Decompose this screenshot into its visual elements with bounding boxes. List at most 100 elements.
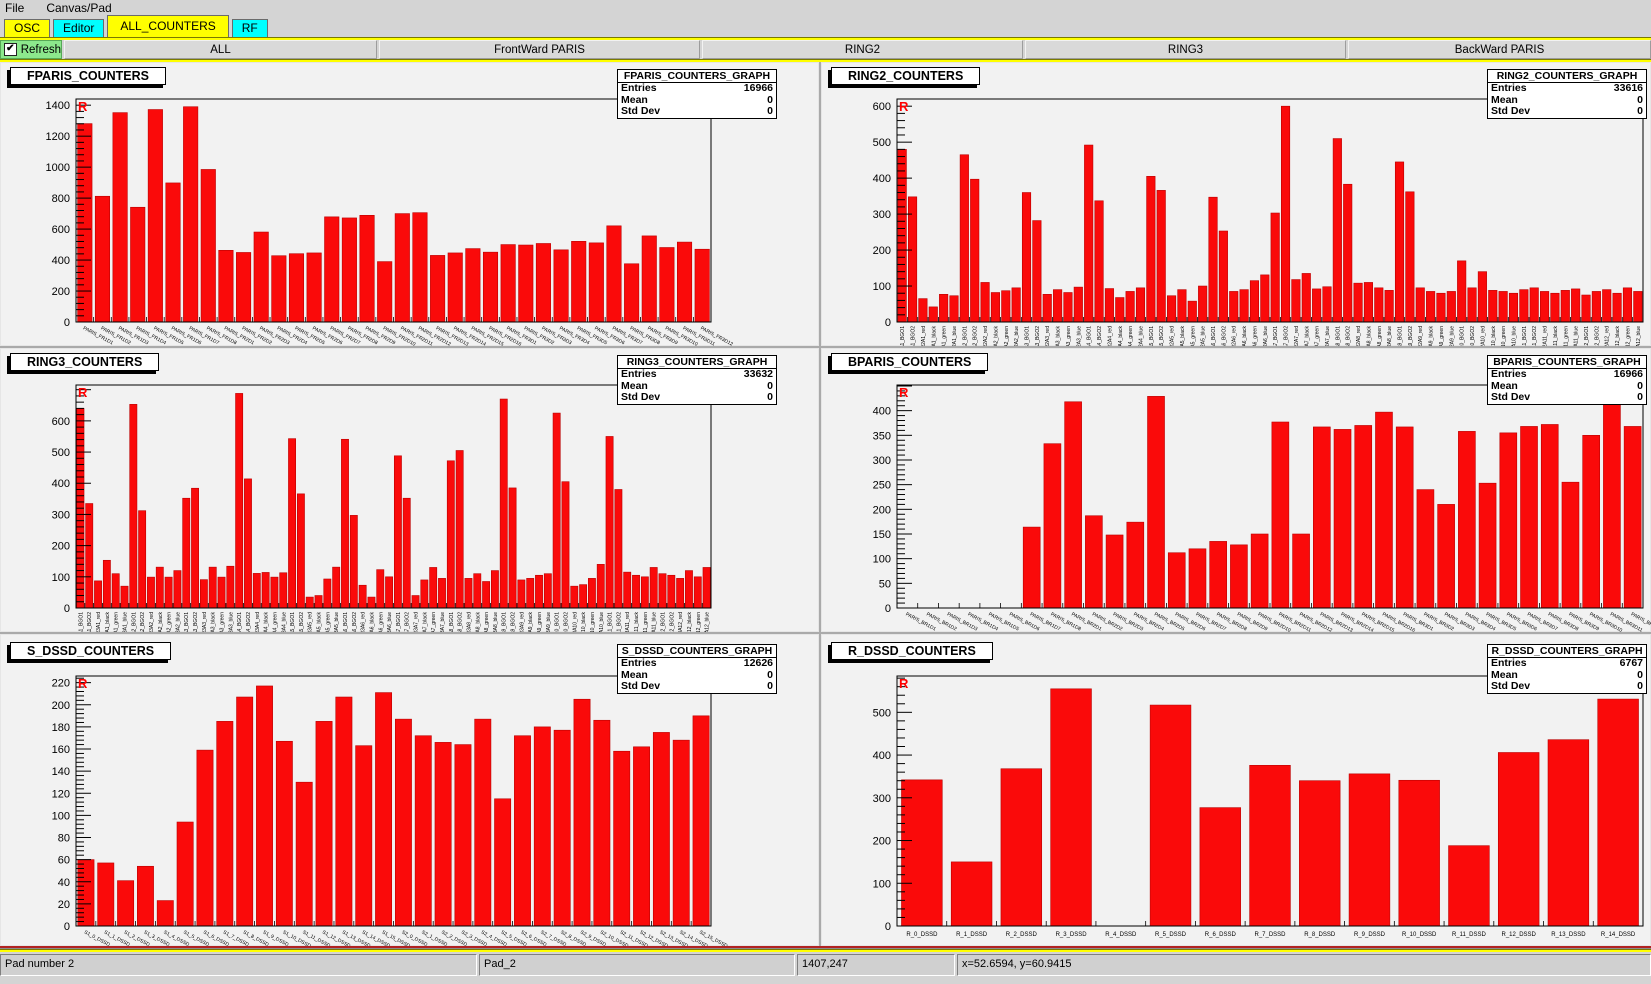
histogram-s_dssd[interactable]: 020406080100120140160180200220S1_0_DSSDS… <box>0 634 819 946</box>
pad-r_dssd[interactable]: 0 100 200 300 400 500 R_0_DSSD R_1_DSSD R_2_DSSD… <box>821 634 1651 946</box>
bar <box>1353 282 1363 323</box>
stats-entries: Entries 16966 <box>621 82 773 94</box>
bar <box>1167 295 1177 323</box>
pad-fparis[interactable]: 0 200 400 600 800 1000 1200 1400 PARIS_FR1D1 PARI… <box>0 62 819 346</box>
bar <box>1230 544 1248 609</box>
histogram-title[interactable]: BPARIS_COUNTERS <box>831 353 989 371</box>
bar <box>1146 176 1156 323</box>
menu-file[interactable]: File <box>5 1 25 15</box>
stats-box[interactable]: RING3_COUNTERS_GRAPH Entries 33632 Mean 0 Std… <box>617 355 777 405</box>
refresh-checkbox[interactable]: ✔ <box>4 43 17 56</box>
bar <box>1229 291 1239 323</box>
stats-box[interactable]: FPARIS_COUNTERS_GRAPH Entries 16966 Mean 0 St… <box>617 69 777 119</box>
x-label: R2A1_black <box>931 326 937 346</box>
bar <box>355 745 373 927</box>
x-label: R3A10_blue <box>599 612 605 632</box>
button-ring3[interactable]: RING3 <box>1025 40 1346 59</box>
bar <box>1561 481 1580 609</box>
y-tick-label: 300 <box>873 793 891 805</box>
x-label: R3A3_black <box>211 612 217 632</box>
histogram-title[interactable]: FPARIS_COUNTERS <box>10 67 167 85</box>
stats-entries: Entries 6767 <box>1491 657 1643 669</box>
x-label: R_0_DSSD <box>906 932 938 938</box>
bar <box>552 412 561 609</box>
pad-ring3[interactable]: 0 100 200 300 400 500 600 R3A1_BGO1 R3A1_BGO2 R3A… <box>0 348 819 632</box>
histogram-title[interactable]: R_DSSD_COUNTERS <box>831 642 993 660</box>
histogram-title[interactable]: RING3_COUNTERS <box>10 353 160 371</box>
histogram-r_dssd[interactable]: 0 100 200 300 400 500 R_0_DSSD R_1_DSSD R_2_DSSD… <box>821 634 1651 946</box>
bar <box>573 698 591 927</box>
stats-box[interactable]: R_DSSD_COUNTERS_GRAPH Entries 6767 Mean 0 Std… <box>1487 644 1647 694</box>
bar <box>1395 426 1414 609</box>
x-label: R2A9_blue <box>1449 326 1455 346</box>
bar <box>464 578 473 609</box>
stats-box[interactable]: RING2_COUNTERS_GRAPH Entries 33616 Mean 0 Std… <box>1487 69 1647 119</box>
bar <box>279 572 288 609</box>
stats-box[interactable]: S_DSSD_COUNTERS_GRAPH Entries 12626 Mean 0 St… <box>617 644 777 694</box>
refresh-toggle[interactable]: ✔ Refresh <box>0 40 62 59</box>
button-all[interactable]: ALL <box>64 40 377 59</box>
histogram-fparis[interactable]: 0200400600800100012001400PARIS_FR1D1PARI… <box>0 62 819 346</box>
x-label: R3A2_red <box>149 612 155 632</box>
bar <box>508 487 517 609</box>
root-canvas[interactable]: 0 200 400 600 800 1000 1200 1400 PARIS_FR1D1 PARI… <box>0 62 1651 946</box>
bar <box>1291 279 1301 323</box>
separator-red-bottom <box>0 946 1651 948</box>
x-label: R2A12_BGO2 <box>1594 326 1600 346</box>
status-pad-number: Pad number 2 <box>0 954 477 976</box>
bar <box>176 821 194 927</box>
x-label: R_2_DSSD <box>1006 932 1038 938</box>
tab-all-counters[interactable]: ALL_COUNTERS <box>107 15 229 37</box>
status-pixel-coords: 1407,247 <box>797 954 955 976</box>
button-frontward-paris[interactable]: FrontWard PARIS <box>379 40 700 59</box>
x-label: R3A1_red <box>96 612 102 632</box>
bar <box>111 573 120 609</box>
button-backward-paris[interactable]: BackWard PARIS <box>1348 40 1651 59</box>
y-tick-label: 200 <box>873 504 891 516</box>
bar <box>94 580 102 609</box>
x-label: R2A3_black <box>1056 326 1062 346</box>
pad-bparis[interactable]: 0 50 100 150 200 250 300 350 400 PARIS_BR1D1 PARIS… <box>821 348 1651 632</box>
tab-rf[interactable]: RF <box>231 19 268 37</box>
bar <box>1000 768 1043 927</box>
stats-title: BPARIS_COUNTERS_GRAPH <box>1488 356 1646 369</box>
bar <box>633 746 650 927</box>
bar <box>315 721 333 927</box>
pad-s_dssd[interactable]: 0 20 40 60 80 100 120 140 160 180 200 220 S1_0_DSSD S… <box>0 634 819 946</box>
x-label: R3A3_blue <box>228 612 234 632</box>
bar <box>217 576 226 609</box>
menu-canvas-pad[interactable]: Canvas/Pad <box>46 1 112 15</box>
y-tick-label: 350 <box>873 430 891 442</box>
bar <box>147 576 155 609</box>
pad-ring2[interactable]: 0 100 200 300 400 500 600 R2A1_BGO1 R2A1_BGO2 R2A… <box>821 62 1651 346</box>
histogram-title[interactable]: RING2_COUNTERS <box>831 67 981 85</box>
histogram-ring2[interactable]: 0 100 200 300 400 500 600 R2A1_BGO1 R2A1_BGO2 R2A… <box>821 62 1651 346</box>
bar <box>1467 287 1477 323</box>
bar <box>430 255 446 323</box>
histogram-title[interactable]: S_DSSD_COUNTERS <box>10 642 172 660</box>
stats-title: RING3_COUNTERS_GRAPH <box>618 356 776 369</box>
bar <box>1333 429 1352 609</box>
bar <box>623 571 632 609</box>
button-ring2[interactable]: RING2 <box>702 40 1023 59</box>
bar <box>385 576 394 609</box>
stats-mean: Mean 0 <box>1491 668 1643 681</box>
bar <box>702 567 711 609</box>
x-label: R3A10_BGO1 <box>555 612 561 632</box>
bar <box>907 196 918 323</box>
bar <box>482 581 491 609</box>
tab-osc[interactable]: OSC <box>4 19 51 37</box>
bar <box>155 566 164 609</box>
x-label: R3A9_BGO2 <box>511 612 517 632</box>
histogram-bparis[interactable]: 050100150200250300350400PARIS_BR1D1PARIS… <box>821 348 1651 632</box>
plot-frame <box>896 384 1644 609</box>
stats-entries: Entries 12626 <box>621 657 773 669</box>
y-tick-label: 0 <box>885 317 891 329</box>
x-label: R3A1_BGO2 <box>87 612 93 632</box>
y-tick-label: 0 <box>885 603 891 615</box>
x-label: R3A7_green <box>431 612 437 632</box>
stats-box[interactable]: BPARIS_COUNTERS_GRAPH Entries 16966 Mean 0 St… <box>1487 355 1647 405</box>
tab-editor[interactable]: Editor <box>53 19 105 37</box>
bar <box>659 247 675 323</box>
